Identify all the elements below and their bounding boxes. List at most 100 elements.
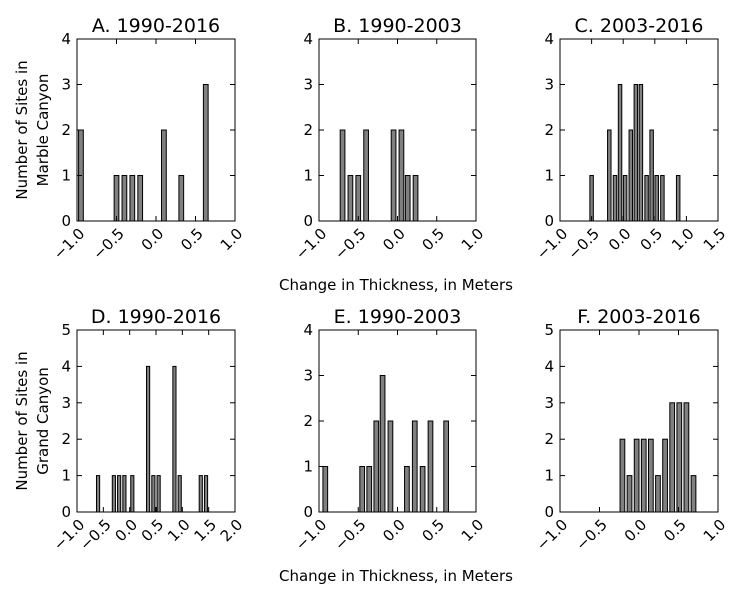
- y-tick-label: 1: [303, 167, 313, 185]
- y-tick-label: 0: [303, 212, 313, 230]
- y-axis-label-top-line2: Marble Canyon: [34, 74, 52, 187]
- bar: [617, 84, 623, 222]
- y-axis-label-top: Number of Sites in Marble Canyon: [13, 60, 52, 199]
- bar: [156, 475, 161, 513]
- x-tick-label: −1.0: [533, 225, 571, 263]
- y-tick-label: 0: [61, 503, 71, 521]
- y-tick-label: 2: [61, 430, 71, 448]
- panel-2: 0 1 2 3 4 −1.0−0.5 0.0 0.5 1.0 1.5 C. 2003-2016: [533, 15, 729, 263]
- x-tick-label: 0.0: [138, 225, 168, 255]
- bar: [322, 466, 329, 513]
- x-tick-label: 1.5: [700, 225, 730, 255]
- y-tick-label: 1: [61, 167, 71, 185]
- bar: [675, 175, 681, 222]
- bar: [647, 438, 654, 513]
- bar: [638, 84, 644, 222]
- bar: [177, 475, 182, 513]
- bar: [121, 175, 128, 222]
- y-tick-label: 2: [61, 121, 71, 139]
- x-tick-label: 1.0: [217, 225, 247, 255]
- y-tick-label: 3: [303, 367, 313, 385]
- x-tick-label: 0.0: [379, 516, 409, 546]
- y-tick-label: 3: [303, 76, 313, 94]
- bar: [161, 129, 167, 222]
- bar: [113, 175, 120, 222]
- bar: [662, 438, 668, 513]
- bar: [683, 402, 690, 513]
- x-tick-label: 0.5: [177, 225, 207, 255]
- y-tick-label: 2: [303, 121, 313, 139]
- bar: [355, 175, 362, 222]
- bar: [411, 420, 418, 513]
- bar: [607, 129, 612, 222]
- y-tick-label: 4: [61, 357, 71, 375]
- x-axis-label-bottom: Change in Thickness, in Meters: [279, 567, 513, 585]
- bar: [339, 129, 346, 222]
- panel-title: A. 1990-2016: [92, 15, 220, 37]
- bar: [122, 475, 127, 513]
- bar: [660, 175, 665, 222]
- x-tick-label: −1.0: [50, 225, 88, 263]
- y-tick-label: 4: [303, 30, 313, 48]
- bar: [178, 175, 185, 222]
- bar: [649, 129, 654, 222]
- bar: [419, 466, 426, 513]
- bar: [443, 420, 450, 513]
- y-tick-label: 3: [61, 76, 71, 94]
- y-tick-label: 4: [303, 321, 313, 339]
- x-tick-label: 1.0: [700, 516, 730, 546]
- y-axis-label-bottom-line2: Grand Canyon: [34, 367, 52, 475]
- x-tick-label: −0.5: [572, 516, 610, 554]
- bar: [137, 175, 144, 222]
- x-tick-label: 0.5: [419, 225, 449, 255]
- bar: [676, 402, 683, 513]
- bar: [130, 475, 135, 513]
- panel-title: E. 1990-2003: [334, 306, 462, 328]
- axes-frame: [76, 329, 236, 513]
- bar: [379, 375, 386, 513]
- bar: [373, 420, 380, 513]
- y-tick-label: 5: [544, 321, 554, 339]
- x-tick-label: −1.0: [533, 516, 571, 554]
- bar: [655, 475, 661, 513]
- bar: [412, 175, 419, 222]
- y-tick-label: 2: [303, 412, 313, 430]
- panel-5: 0 1 2 3 4 5 −1.0 −0.5 0.0 0.5 1.0 F. 2003-2016: [533, 306, 729, 554]
- y-tick-label: 4: [544, 357, 554, 375]
- panel-title: D. 1990-2016: [91, 306, 221, 328]
- bar: [129, 175, 136, 222]
- bar: [589, 175, 594, 222]
- bar: [619, 438, 626, 513]
- bar: [95, 475, 101, 513]
- x-tick-label: 2.0: [217, 516, 247, 546]
- y-tick-label: 1: [544, 167, 554, 185]
- bar: [427, 420, 434, 513]
- bar: [626, 475, 633, 513]
- y-tick-label: 0: [303, 503, 313, 521]
- bar: [404, 466, 410, 513]
- x-tick-label: 0.0: [605, 225, 635, 255]
- bar: [390, 129, 397, 222]
- x-tick-label: −1.0: [292, 516, 330, 554]
- panel-0: 0 1 2 3 4 −1.0 −0.5 0.0 0.5 1.0 A. 1990-2016: [50, 15, 246, 263]
- x-tick-label: 1.0: [458, 225, 488, 255]
- y-tick-label: 0: [61, 212, 71, 230]
- bar: [363, 129, 369, 222]
- y-tick-label: 3: [61, 394, 71, 412]
- x-tick-label: 1.0: [668, 225, 698, 255]
- x-tick-label: 1.0: [164, 516, 194, 546]
- x-tick-label: 0.0: [379, 225, 409, 255]
- y-tick-label: 2: [544, 121, 554, 139]
- bar: [202, 84, 209, 222]
- panel-title: B. 1990-2003: [333, 15, 462, 37]
- bar: [151, 475, 156, 513]
- panel-1: 0 1 2 3 4 −1.0 −0.5 0.0 0.5 1.0 B. 1990-2003: [292, 15, 487, 263]
- y-tick-label: 0: [544, 212, 554, 230]
- bar: [644, 175, 649, 222]
- bar: [654, 175, 659, 222]
- axes-frame: [76, 38, 236, 222]
- panel-4: 0 1 2 3 4 −1.0 −0.5 0.0 0.5 1.0 E. 1990-2003: [292, 306, 487, 554]
- y-tick-label: 2: [544, 430, 554, 448]
- x-tick-label: 0.5: [660, 516, 690, 546]
- bar: [203, 475, 209, 513]
